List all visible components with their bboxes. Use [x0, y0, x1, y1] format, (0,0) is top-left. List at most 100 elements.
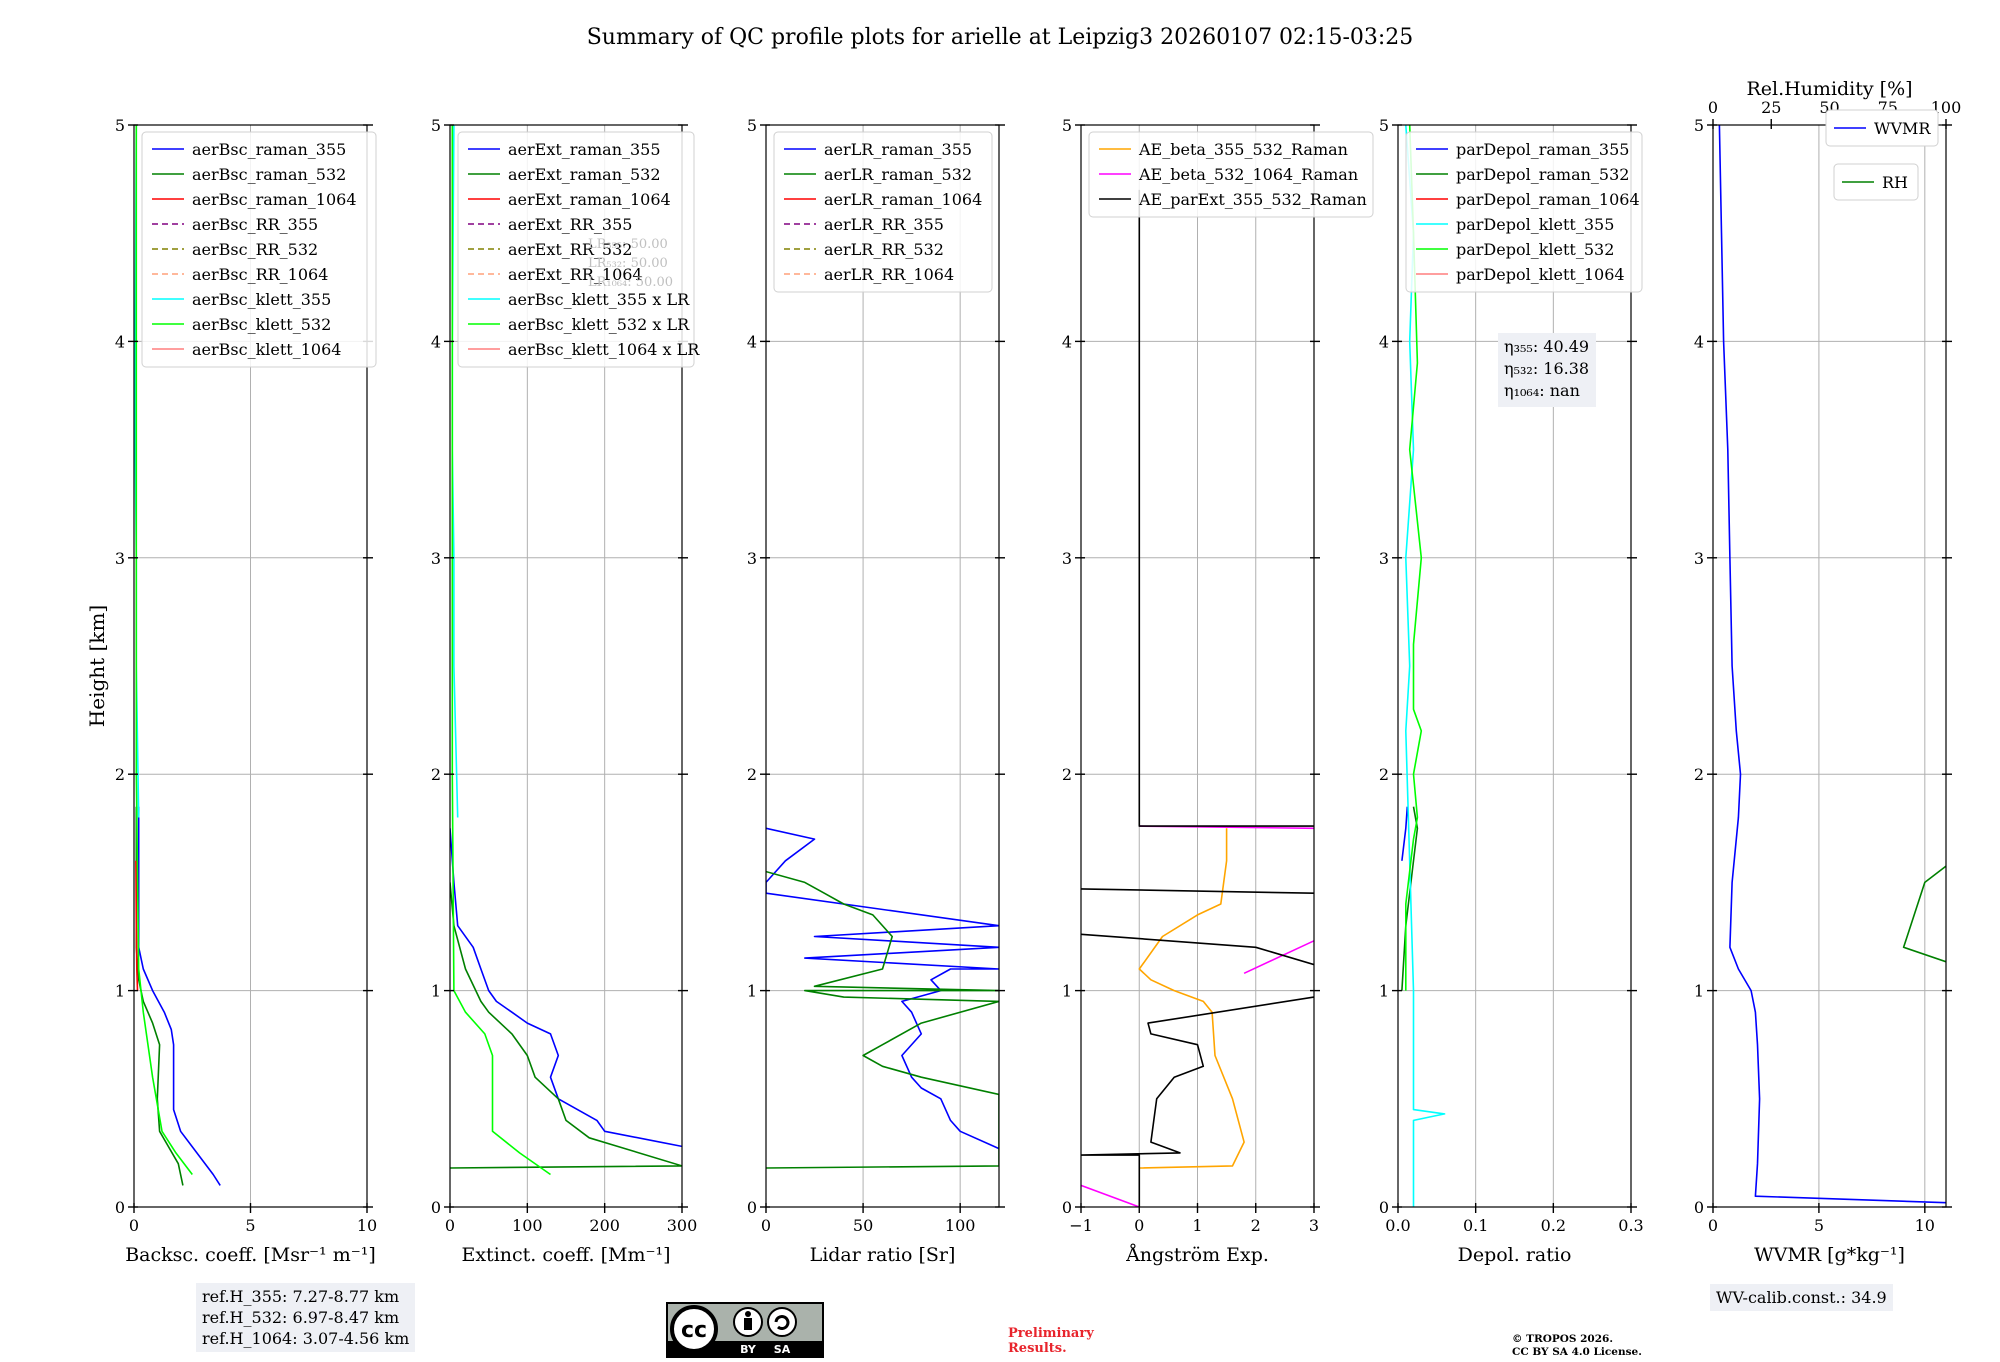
legend-label-1: aerBsc_raman_532: [192, 165, 346, 184]
ytick-label-3: 3: [115, 549, 125, 568]
ytick-label-0: 0: [431, 1198, 441, 1217]
ytick-label-4: 4: [115, 332, 125, 351]
ytick-label-3: 3: [1694, 549, 1704, 568]
legend-frame-1: [1833, 163, 1919, 201]
xtick-label-1: 0.1: [1463, 1216, 1488, 1235]
legend: aerLR_raman_355 aerLR_raman_532 aerLR_rama…: [773, 131, 993, 293]
series-aerLR_raman_532: [766, 870, 999, 1169]
axes-frame: [449, 124, 683, 1208]
legend-label-2: AE_parExt_355_532_Raman: [1138, 190, 1367, 209]
panel-2: 0 1 2 3 4 5 0 100 200 300 Extinct. coeff. [Mm⁻¹] ae…: [431, 116, 700, 1266]
eta-label-0: η₃₅₅: 40.49: [1504, 337, 1589, 356]
series-group: [1081, 189, 1314, 1207]
eta-label-1: η₅₃₂: 16.38: [1504, 359, 1589, 378]
series-aerBsc_klett_532 x LR: [451, 125, 551, 1176]
legend-label-5: parDepol_klett_1064: [1456, 265, 1625, 284]
x-axis-label: Ångström Exp.: [1125, 1244, 1269, 1266]
x2tick-label-0: 0: [1708, 98, 1718, 117]
legend-label-0: AE_beta_355_532_Raman: [1138, 140, 1348, 159]
legend-label-1: aerLR_raman_532: [824, 165, 972, 184]
xtick-label-2: 0.2: [1541, 1216, 1566, 1235]
series-aerBsc_raman_1064: [135, 860, 139, 991]
xtick-label-3: 0.3: [1618, 1216, 1643, 1235]
series-aerExt_raman_532: [450, 882, 682, 1169]
series-parDepol_klett_355: [1405, 125, 1446, 1207]
legend-label-3: aerLR_RR_355: [824, 215, 944, 234]
ytick-label-2: 2: [747, 765, 757, 784]
series-group: [1718, 125, 1946, 1204]
cc-label: cc: [681, 1318, 707, 1343]
ytick-label-3: 3: [1062, 549, 1072, 568]
series-group: [766, 827, 999, 1169]
legend: AE_beta_355_532_Raman AE_beta_532_1064_Ra…: [1088, 131, 1374, 218]
ytick-label-2: 2: [431, 765, 441, 784]
xtick-label-1: 5: [245, 1216, 255, 1235]
ytick-label-5: 5: [1062, 116, 1072, 135]
legend-label-4: aerLR_RR_532: [824, 240, 944, 259]
series-group: [134, 125, 221, 1186]
sa-label: SA: [774, 1343, 791, 1356]
ytick-label-2: 2: [1694, 765, 1704, 784]
series-aerBsc_klett_532: [135, 125, 193, 1175]
ytick-label-5: 5: [115, 116, 125, 135]
series-RH: [1902, 865, 1946, 963]
legend-label-2: parDepol_raman_1064: [1456, 190, 1640, 209]
lr-label-1: LR₅₃₂: 50.00: [588, 256, 668, 271]
legend-label-5: aerExt_RR_1064: [508, 265, 643, 284]
legend-frame: [773, 131, 993, 293]
legend-label-0: parDepol_raman_355: [1456, 140, 1629, 159]
x-axis-label: WVMR [g*kg⁻¹]: [1754, 1244, 1905, 1266]
legend-frame: [1405, 131, 1643, 293]
series-aerLR_raman_355: [766, 827, 999, 1150]
legend-label-2: aerExt_raman_1064: [508, 190, 671, 209]
ytick-label-2: 2: [1062, 765, 1072, 784]
panel-5: 0 1 2 3 4 5 0.0 0.1 0.2 0.3 Depol. ratio parDepol_r…: [1379, 116, 1644, 1266]
ytick-label-4: 4: [1379, 332, 1389, 351]
ytick-label-4: 4: [431, 332, 441, 351]
legend-label-2: aerBsc_raman_1064: [192, 190, 357, 209]
ytick-label-3: 3: [431, 549, 441, 568]
ref-height-1064: ref.H_1064: 3.07-4.56 km: [202, 1329, 410, 1348]
ytick-label-2: 2: [1379, 765, 1389, 784]
legend-label-3: parDepol_klett_355: [1456, 215, 1614, 234]
legend: aerExt_raman_355 aerExt_raman_532 aerExt_r…: [457, 131, 700, 368]
xtick-label-0: 0: [1708, 1216, 1718, 1235]
legend: aerBsc_raman_355 aerBsc_raman_532 aerBsc_r…: [141, 131, 377, 368]
xtick-label-3: 2: [1251, 1216, 1261, 1235]
series-AE_parExt_355_532_Raman-seg1: [1081, 933, 1314, 966]
x-axis-label: Extinct. coeff. [Mm⁻¹]: [461, 1244, 670, 1266]
axes-frame: [1397, 124, 1632, 1208]
ytick-label-1: 1: [115, 982, 125, 1001]
ytick-label-0: 0: [1379, 1198, 1389, 1217]
panel-1: 0 1 2 3 4 5 0 5 10 Backsc. coeff. [Msr⁻¹ m⁻¹] Heig…: [85, 116, 377, 1266]
cc-by-sa-badge[interactable]: cc BY SA: [666, 1302, 824, 1362]
preliminary-line-1: Preliminary: [1008, 1326, 1094, 1341]
copyright-line-1: © TROPOS 2026.: [1512, 1333, 1614, 1345]
legend-label-6: aerBsc_klett_355: [192, 290, 331, 309]
ref-height-532: ref.H_532: 6.97-8.47 km: [202, 1308, 400, 1327]
eta-label-2: η₁₀₆₄: nan: [1504, 381, 1580, 400]
xtick-label-2: 100: [945, 1216, 976, 1235]
series-AE_beta_532_1064_Raman: [1081, 1184, 1140, 1207]
legend-label-8: aerBsc_klett_1064 x LR: [508, 340, 700, 359]
xtick-label-1: 5: [1814, 1216, 1824, 1235]
ref-heights-box: ref.H_355: 7.27-8.77 km ref.H_532: 6.97-…: [196, 1283, 416, 1352]
preliminary-line-2: Results.: [1008, 1341, 1067, 1356]
ytick-label-5: 5: [747, 116, 757, 135]
series-aerBsc_klett_355 x LR: [451, 125, 459, 818]
series-parDepol_raman_355: [1401, 806, 1409, 861]
legend: WVMR RH: [1825, 109, 1939, 201]
ytick-label-0: 0: [115, 1198, 125, 1217]
xtick-label-0: 0.0: [1385, 1216, 1410, 1235]
ytick-label-3: 3: [747, 549, 757, 568]
series-WVMR: [1718, 125, 1946, 1204]
lr-label-2: LR₁₀₆₄: 50.00: [588, 275, 673, 290]
copyright-line-2: CC BY SA 4.0 License.: [1512, 1346, 1642, 1358]
xtick-label-0: 0: [445, 1216, 455, 1235]
legend-label-4: parDepol_klett_532: [1456, 240, 1614, 259]
xtick-label-0: 0: [129, 1216, 139, 1235]
